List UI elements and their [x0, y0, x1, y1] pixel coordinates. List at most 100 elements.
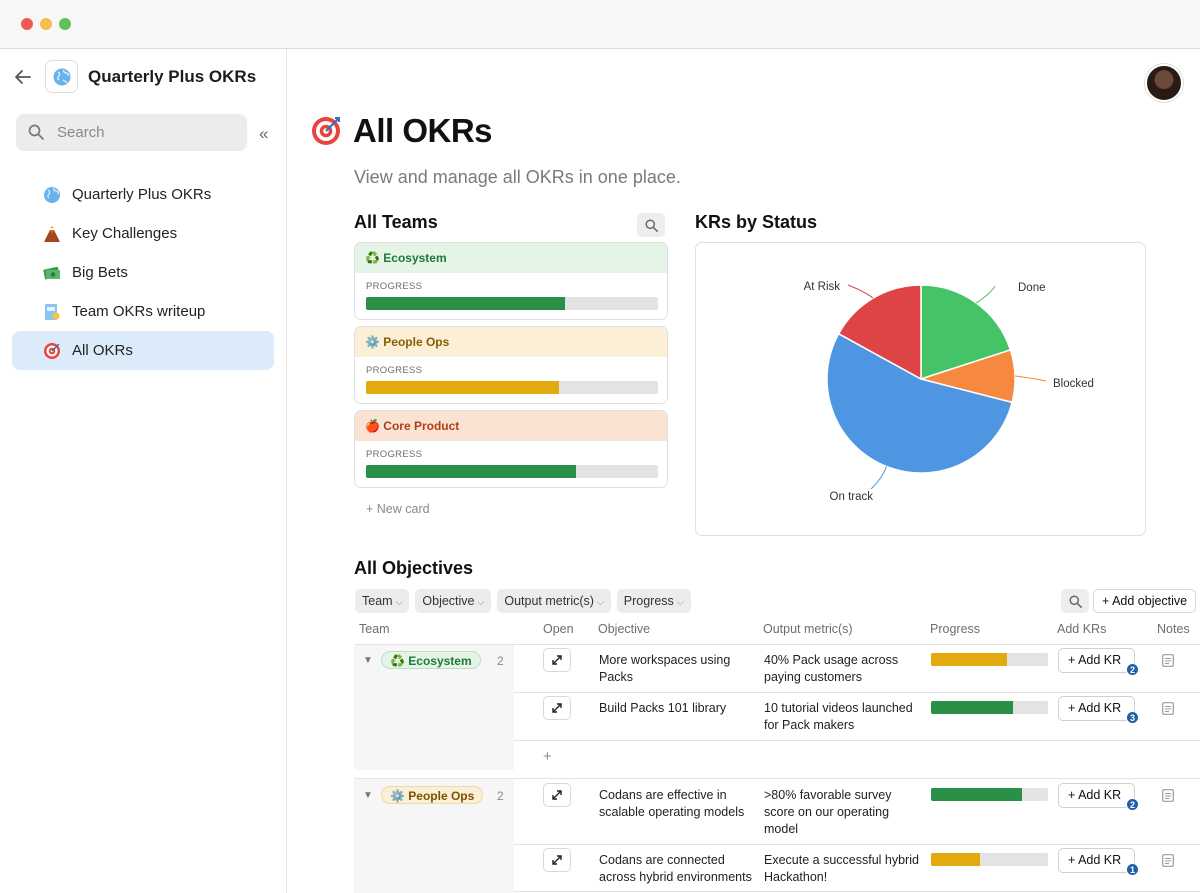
collapse-sidebar-icon[interactable]: « [259, 124, 269, 143]
teams-heading: All Teams [354, 212, 438, 232]
pie-label: Done [1018, 282, 1046, 294]
minimize-window-button[interactable] [40, 18, 52, 30]
progress-bar [931, 653, 1048, 666]
column-header-team[interactable]: Team [359, 622, 390, 636]
metric-cell[interactable]: >80% favorable survey score on our operat… [764, 787, 892, 838]
card-title: 🍎 Core Product [355, 411, 667, 441]
notes-icon[interactable] [1162, 854, 1174, 867]
metric-line: Execute a successful hybrid [764, 853, 919, 867]
metric-cell[interactable]: 40% Pack usage across paying customers [764, 652, 898, 686]
metric-line: Hackathon! [764, 870, 828, 884]
column-header-progress[interactable]: Progress [930, 622, 981, 636]
chevron-down-icon: ⌵ [395, 597, 403, 607]
sidebar-item-key-challenges[interactable]: Key Challenges [12, 214, 274, 253]
row-divider [514, 740, 1200, 741]
card-progress-label: PROGRESS [366, 365, 423, 376]
pie-leader-line [870, 466, 887, 490]
add-objective-button[interactable]: + Add objective [1093, 589, 1197, 613]
doc-title[interactable]: Quarterly Plus OKRs [88, 67, 257, 86]
doc-logo [45, 60, 78, 93]
teams-search-button[interactable] [637, 213, 665, 237]
filter-bar: Team ⌵ Objective ⌵ Output metric(s) ⌵ Progr… [355, 589, 691, 613]
metric-cell[interactable]: 10 tutorial videos launched for Pack make… [764, 700, 913, 734]
metric-line: score on our operating [764, 805, 890, 819]
progress-bar [931, 788, 1048, 801]
column-header-output-metrics[interactable]: Output metric(s) [763, 622, 853, 636]
sidebar-item-label: Big Bets [72, 264, 128, 281]
globe-icon [53, 68, 70, 85]
pie-slice-at-risk[interactable] [837, 284, 922, 381]
sidebar-item-label: Key Challenges [72, 225, 178, 242]
metric-line: 10 tutorial videos launched [764, 701, 913, 715]
objective-line: Codans are effective in [599, 788, 727, 802]
column-header-objective[interactable]: Objective [598, 622, 651, 636]
sidebar-item-big-bets[interactable]: Big Bets [12, 253, 274, 292]
sidebar: Quarterly Plus OKRs Search « Quarterly P… [0, 49, 287, 893]
pie-leader-line [975, 285, 996, 304]
chevron-down-icon: ⌵ [477, 597, 485, 607]
objective-cell[interactable]: More workspaces using Packs [599, 652, 730, 686]
kr-count-badge: 2 [1126, 798, 1139, 811]
collapse-group-icon[interactable]: ▼ [363, 655, 373, 666]
sidebar-item-label: Quarterly Plus OKRs [72, 186, 212, 203]
open-row-button[interactable] [543, 848, 571, 872]
card-progress-bar [366, 381, 658, 394]
team-pill-people-ops[interactable]: ⚙️ People Ops [381, 786, 484, 804]
notes-icon[interactable] [1162, 702, 1174, 715]
close-window-button[interactable] [21, 18, 33, 30]
table-search-button[interactable] [1061, 589, 1089, 613]
add-row-button[interactable]: + [543, 748, 552, 765]
objective-cell[interactable]: Build Packs 101 library [599, 700, 726, 717]
volcano-icon [44, 226, 60, 242]
add-kr-button[interactable]: + Add KR [1058, 696, 1135, 721]
chart-title: KRs by Status [695, 212, 818, 232]
notes-icon[interactable] [1162, 789, 1174, 802]
add-kr-button[interactable]: + Add KR [1058, 848, 1135, 873]
team-pill-ecosystem[interactable]: ♻️ Ecosystem [381, 651, 481, 669]
add-kr-button[interactable]: + Add KR [1058, 648, 1135, 673]
filter-objective[interactable]: Objective ⌵ [415, 589, 492, 613]
kr-status-chart: Done Blocked On track At Risk [695, 242, 1146, 536]
pie-slice-on-track[interactable] [826, 332, 1013, 474]
objective-cell[interactable]: Codans are connected across hybrid enviro… [599, 852, 752, 886]
column-header-open[interactable]: Open [543, 622, 574, 636]
objective-cell[interactable]: Codans are effective in scalable operatin… [599, 787, 744, 821]
group-count: 2 [497, 654, 504, 668]
user-avatar[interactable] [1145, 64, 1183, 102]
progress-fill [931, 701, 1013, 714]
sidebar-item-label: Team OKRs writeup [72, 303, 206, 320]
progress-fill [366, 297, 565, 310]
sidebar-item-quarterly-plus-okrs[interactable]: Quarterly Plus OKRs [12, 175, 274, 214]
back-arrow-icon[interactable] [14, 69, 32, 85]
objective-line: scalable operating models [599, 805, 745, 819]
filter-progress[interactable]: Progress ⌵ [616, 589, 691, 613]
sidebar-item-all-okrs[interactable]: All OKRs [12, 331, 274, 370]
chevron-down-icon: ⌵ [676, 597, 684, 607]
metric-line: paying customers [764, 670, 862, 684]
collapse-group-icon[interactable]: ▼ [363, 790, 373, 801]
team-card-core-product[interactable]: 🍎 Core Product PROGRESS [354, 410, 668, 488]
chevron-down-icon: ⌵ [596, 597, 604, 607]
open-row-button[interactable] [543, 648, 571, 672]
column-header-notes[interactable]: Notes [1157, 622, 1190, 636]
open-row-button[interactable] [543, 783, 571, 807]
team-card-ecosystem[interactable]: ♻️ Ecosystem PROGRESS [354, 242, 668, 320]
add-kr-button[interactable]: + Add KR [1058, 783, 1135, 808]
group-count: 2 [497, 789, 504, 803]
money-icon [43, 266, 60, 280]
sidebar-item-team-okrs-writeup[interactable]: Team OKRs writeup [12, 292, 274, 331]
card-title: ♻️ Ecosystem [355, 243, 667, 273]
progress-fill [366, 381, 559, 394]
filter-output-metrics[interactable]: Output metric(s) ⌵ [497, 589, 611, 613]
team-card-people-ops[interactable]: ⚙️ People Ops PROGRESS [354, 326, 668, 404]
maximize-window-button[interactable] [59, 18, 71, 30]
filter-team[interactable]: Team ⌵ [355, 589, 410, 613]
open-row-button[interactable] [543, 696, 571, 720]
new-card-button[interactable]: + New card [366, 502, 430, 516]
pie-slice-done[interactable] [920, 284, 1012, 381]
column-header-add-krs[interactable]: Add KRs [1057, 622, 1107, 636]
metric-cell[interactable]: Execute a successful hybrid Hackathon! [764, 852, 919, 886]
sidebar-search[interactable]: Search [16, 114, 247, 151]
pie-label: At Risk [804, 281, 841, 293]
notes-icon[interactable] [1162, 654, 1174, 667]
